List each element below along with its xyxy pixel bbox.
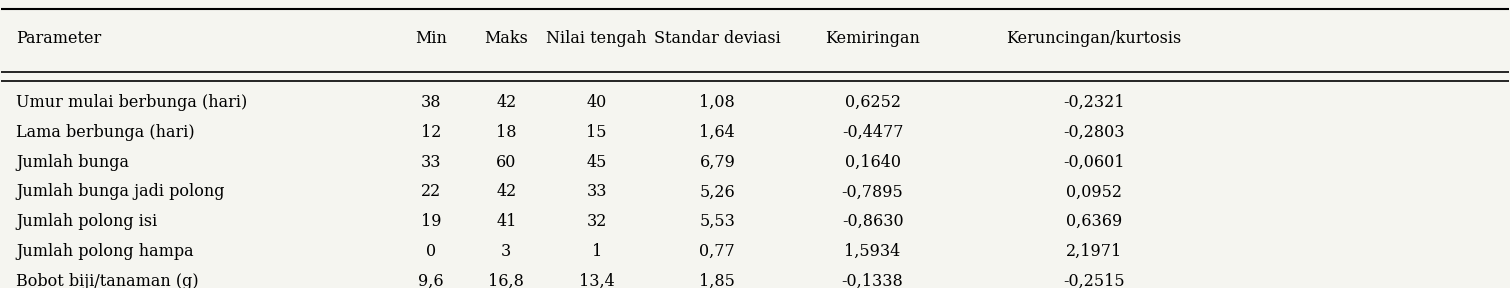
- Text: 3: 3: [501, 243, 512, 260]
- Text: 0,6369: 0,6369: [1066, 213, 1122, 230]
- Text: Keruncingan/kurtosis: Keruncingan/kurtosis: [1007, 30, 1182, 47]
- Text: Jumlah bunga jadi polong: Jumlah bunga jadi polong: [17, 183, 225, 200]
- Text: -0,1338: -0,1338: [841, 273, 903, 288]
- Text: 38: 38: [421, 94, 441, 111]
- Text: Jumlah polong hampa: Jumlah polong hampa: [17, 243, 195, 260]
- Text: Jumlah polong isi: Jumlah polong isi: [17, 213, 157, 230]
- Text: -0,7895: -0,7895: [841, 183, 903, 200]
- Text: 2,1971: 2,1971: [1066, 243, 1122, 260]
- Text: Maks: Maks: [485, 30, 528, 47]
- Text: Lama berbunga (hari): Lama berbunga (hari): [17, 124, 195, 141]
- Text: 5,53: 5,53: [699, 213, 735, 230]
- Text: Nilai tengah: Nilai tengah: [547, 30, 648, 47]
- Text: 15: 15: [586, 124, 607, 141]
- Text: 19: 19: [421, 213, 441, 230]
- Text: 45: 45: [586, 154, 607, 171]
- Text: 0,0952: 0,0952: [1066, 183, 1122, 200]
- Text: 41: 41: [497, 213, 516, 230]
- Text: Min: Min: [415, 30, 447, 47]
- Text: 42: 42: [497, 183, 516, 200]
- Text: 40: 40: [586, 94, 607, 111]
- Text: Parameter: Parameter: [17, 30, 101, 47]
- Text: 32: 32: [586, 213, 607, 230]
- Text: 9,6: 9,6: [418, 273, 444, 288]
- Text: 42: 42: [497, 94, 516, 111]
- Text: 16,8: 16,8: [488, 273, 524, 288]
- Text: Bobot biji/tanaman (g): Bobot biji/tanaman (g): [17, 273, 199, 288]
- Text: 1,64: 1,64: [699, 124, 735, 141]
- Text: 5,26: 5,26: [699, 183, 735, 200]
- Text: 22: 22: [421, 183, 441, 200]
- Text: 1,08: 1,08: [699, 94, 735, 111]
- Text: Kemiringan: Kemiringan: [824, 30, 920, 47]
- Text: 1: 1: [592, 243, 602, 260]
- Text: 60: 60: [497, 154, 516, 171]
- Text: 33: 33: [586, 183, 607, 200]
- Text: Umur mulai berbunga (hari): Umur mulai berbunga (hari): [17, 94, 248, 111]
- Text: -0,2515: -0,2515: [1063, 273, 1125, 288]
- Text: Standar deviasi: Standar deviasi: [654, 30, 781, 47]
- Text: 6,79: 6,79: [699, 154, 735, 171]
- Text: 13,4: 13,4: [578, 273, 615, 288]
- Text: 0: 0: [426, 243, 436, 260]
- Text: -0,8630: -0,8630: [841, 213, 903, 230]
- Text: 0,77: 0,77: [699, 243, 735, 260]
- Text: -0,4477: -0,4477: [841, 124, 903, 141]
- Text: -0,2803: -0,2803: [1063, 124, 1125, 141]
- Text: 1,85: 1,85: [699, 273, 735, 288]
- Text: 1,5934: 1,5934: [844, 243, 900, 260]
- Text: Jumlah bunga: Jumlah bunga: [17, 154, 130, 171]
- Text: -0,0601: -0,0601: [1063, 154, 1125, 171]
- Text: 12: 12: [421, 124, 441, 141]
- Text: 0,1640: 0,1640: [844, 154, 900, 171]
- Text: 18: 18: [497, 124, 516, 141]
- Text: 33: 33: [421, 154, 441, 171]
- Text: 0,6252: 0,6252: [844, 94, 900, 111]
- Text: -0,2321: -0,2321: [1063, 94, 1125, 111]
